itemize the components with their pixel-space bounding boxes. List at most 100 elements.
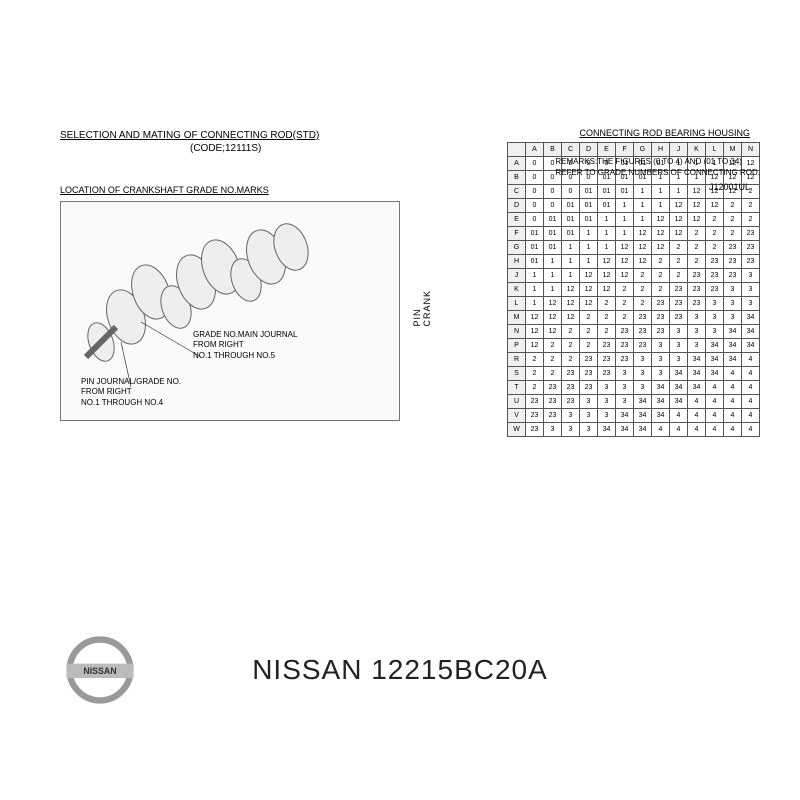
callout1-line3: NO.1 THROUGH NO.5 — [193, 351, 297, 361]
grade-cell: 3 — [616, 367, 634, 381]
grade-cell: 12 — [688, 185, 706, 199]
grade-cell: 3 — [580, 409, 598, 423]
grade-cell: 3 — [562, 409, 580, 423]
callout1-line1: GRADE NO.MAIN JOURNAL — [193, 330, 297, 340]
grade-cell: 3 — [670, 353, 688, 367]
grade-cell: 34 — [670, 395, 688, 409]
grade-cell: 01 — [580, 185, 598, 199]
grade-cell: 2 — [562, 325, 580, 339]
grade-cell: 34 — [652, 409, 670, 423]
remarks-line1: REMARKS:THE FIGURES (0 TO 4) AND (01 TO … — [555, 157, 760, 167]
grade-cell: 3 — [634, 367, 652, 381]
grade-cell: 12 — [580, 283, 598, 297]
col-header: J — [670, 143, 688, 157]
grade-cell: 4 — [724, 423, 742, 437]
grade-cell: 3 — [724, 311, 742, 325]
grade-cell: 4 — [742, 423, 760, 437]
grade-cell: 12 — [652, 241, 670, 255]
grade-cell: 2 — [526, 353, 544, 367]
grade-cell: 4 — [706, 423, 724, 437]
logo-text: NISSAN — [83, 666, 116, 676]
grade-cell: 0 — [562, 185, 580, 199]
grade-cell: 1 — [616, 227, 634, 241]
grade-cell: 23 — [652, 311, 670, 325]
grade-cell: 1 — [670, 185, 688, 199]
grade-cell: 23 — [670, 283, 688, 297]
grade-cell: 1 — [580, 227, 598, 241]
grade-cell: 01 — [544, 213, 562, 227]
grade-cell: 1 — [544, 255, 562, 269]
grade-cell: 2 — [580, 325, 598, 339]
grade-cell: 2 — [526, 367, 544, 381]
grade-cell: 12 — [598, 283, 616, 297]
row-header: A — [508, 157, 526, 171]
grade-cell: 1 — [616, 213, 634, 227]
grade-cell: 12 — [688, 213, 706, 227]
grade-cell: 12 — [706, 199, 724, 213]
grade-cell: 34 — [670, 381, 688, 395]
grade-cell: 0 — [544, 199, 562, 213]
callout2-line2: FROM RIGHT — [81, 387, 181, 397]
grade-cell: 1 — [616, 199, 634, 213]
grade-cell: 12 — [580, 297, 598, 311]
grade-cell: 2 — [742, 213, 760, 227]
grade-cell: 2 — [580, 311, 598, 325]
grade-cell: 01 — [562, 213, 580, 227]
row-header: L — [508, 297, 526, 311]
grade-cell: 1 — [526, 269, 544, 283]
grade-cell: 2 — [688, 227, 706, 241]
grade-cell: 34 — [724, 353, 742, 367]
grade-cell: 2 — [652, 255, 670, 269]
grade-cell: 4 — [688, 409, 706, 423]
grade-cell: 23 — [634, 311, 652, 325]
grade-cell: 12 — [670, 227, 688, 241]
table-corner — [508, 143, 526, 157]
grade-cell: 2 — [724, 199, 742, 213]
grade-cell: 3 — [598, 409, 616, 423]
grade-cell: 2 — [562, 339, 580, 353]
grade-cell: 23 — [580, 353, 598, 367]
grade-cell: 34 — [634, 395, 652, 409]
grade-cell: 2 — [652, 283, 670, 297]
grade-cell: 3 — [688, 339, 706, 353]
grade-cell: 3 — [724, 297, 742, 311]
grade-cell: 3 — [544, 423, 562, 437]
grade-cell: 4 — [742, 353, 760, 367]
grade-cell: 23 — [652, 325, 670, 339]
grade-cell: 23 — [616, 339, 634, 353]
grade-cell: 23 — [688, 283, 706, 297]
grade-cell: 23 — [652, 297, 670, 311]
row-header: U — [508, 395, 526, 409]
grade-cell: 23 — [724, 269, 742, 283]
row-header: D — [508, 199, 526, 213]
grade-cell: 23 — [724, 255, 742, 269]
grade-cell: 4 — [742, 409, 760, 423]
grade-cell: 34 — [742, 311, 760, 325]
grade-cell: 2 — [616, 297, 634, 311]
grade-cell: 1 — [580, 241, 598, 255]
grade-cell: 2 — [670, 241, 688, 255]
grade-cell: 2 — [616, 311, 634, 325]
grade-cell: 34 — [688, 367, 706, 381]
grade-cell: 2 — [742, 199, 760, 213]
grade-cell: 23 — [706, 283, 724, 297]
grade-cell: 3 — [634, 353, 652, 367]
grade-cell: 23 — [562, 395, 580, 409]
grade-cell: 12 — [616, 269, 634, 283]
grade-cell: 2 — [526, 381, 544, 395]
grade-cell: 0 — [526, 213, 544, 227]
grade-cell: 2 — [598, 297, 616, 311]
grade-cell: 12 — [634, 241, 652, 255]
grade-cell: 1 — [634, 213, 652, 227]
col-header: E — [598, 143, 616, 157]
grade-cell: 4 — [688, 423, 706, 437]
grade-cell: 3 — [670, 325, 688, 339]
grade-cell: 3 — [742, 283, 760, 297]
grade-cell: 01 — [544, 241, 562, 255]
grade-cell: 1 — [562, 255, 580, 269]
grade-cell: 01 — [526, 241, 544, 255]
grade-cell: 4 — [670, 423, 688, 437]
location-label: LOCATION OF CRANKSHAFT GRADE NO.MARKS — [60, 185, 400, 195]
grade-cell: 01 — [544, 227, 562, 241]
left-panel: LOCATION OF CRANKSHAFT GRADE NO.MARKS — [60, 185, 400, 421]
